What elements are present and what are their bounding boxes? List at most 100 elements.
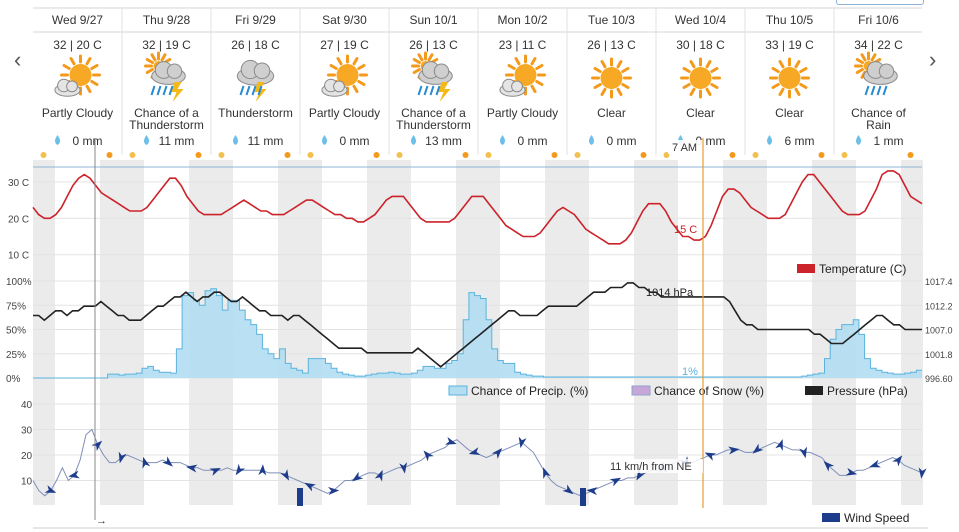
prev-arrow-button[interactable]: ‹ — [14, 47, 21, 72]
legend-snow-swatch — [631, 385, 651, 396]
night-band — [656, 160, 678, 505]
wind-direction-arrow — [752, 443, 764, 454]
forecast-day-4[interactable]: Sat 9/30 27 | 19 C Partly Cloudy 0 mm — [299, 8, 380, 158]
sun-ray — [860, 53, 867, 62]
moon-marker-icon — [195, 152, 202, 158]
wind-direction-arrow — [823, 460, 835, 472]
lightning-bolt — [438, 82, 451, 102]
chevron-right-icon[interactable]: › — [929, 47, 936, 72]
sun-rain-icon — [854, 51, 898, 96]
sun-ray — [616, 60, 623, 69]
raindrop-icon — [411, 135, 416, 145]
day-temp-range: 34 | 22 C — [854, 38, 903, 52]
sun-ray — [600, 60, 607, 69]
cloud-shape — [333, 80, 345, 93]
rain-drop — [435, 85, 441, 96]
chevron-left-icon[interactable]: ‹ — [14, 47, 21, 72]
wind-direction-arrow — [609, 477, 622, 487]
day-date-label: Sun 10/1 — [409, 13, 457, 27]
day-temp-range: 33 | 19 C — [765, 38, 814, 52]
moon-marker-icon — [373, 152, 380, 158]
night-band — [723, 160, 745, 505]
day-condition-text: Clear — [775, 106, 804, 120]
forecast-day-6[interactable]: Mon 10/2 23 | 11 C Partly Cloudy 0 mm — [477, 8, 558, 158]
day-temp-range: 26 | 13 C — [409, 38, 458, 52]
cloud-shape — [433, 63, 450, 79]
sun-ray — [357, 64, 366, 70]
forecast-day-1[interactable]: Wed 9/27 32 | 20 C Partly Cloudy 0 mm — [40, 13, 114, 158]
sun-ray — [62, 64, 71, 70]
day-precip-amount: 0 mm — [73, 134, 103, 148]
forecast-day-2[interactable]: Thu 9/28 32 | 19 C Chance of aThunderstorm… — [121, 8, 204, 158]
night-band — [745, 160, 767, 505]
forecast-day-5[interactable]: Sun 10/1 26 | 13 C Chance of aThunderstorm… — [388, 8, 471, 158]
sun-ray — [593, 67, 602, 73]
day-condition-text: Partly Cloudy — [487, 106, 558, 120]
temp-y-tick: 20 C — [8, 214, 29, 225]
sun-ray — [799, 67, 808, 73]
night-band — [389, 160, 411, 505]
wind-direction-arrow — [280, 469, 290, 481]
night-band — [300, 160, 322, 505]
sun-icon — [680, 57, 721, 99]
wind-direction-arrow — [728, 446, 740, 455]
precip-y-tick: 50% — [6, 326, 26, 337]
precip-pressure-chart: 100% 1017.4 75% 1012.2 50% 1007.0 25% 1001.8 0% 9… — [6, 277, 953, 385]
rain-drop — [870, 85, 876, 96]
wind-direction-arrow — [799, 446, 808, 459]
precip-y-tick: 75% — [6, 301, 26, 312]
wind-direction-arrow — [162, 456, 173, 467]
day-temp-range: 26 | 18 C — [231, 38, 280, 52]
day-precip-amount: 11 mm — [159, 134, 195, 148]
wind-direction-arrow — [44, 485, 57, 493]
forecast-day-9[interactable]: Thu 10/5 33 | 19 C Clear 6 mm — [744, 8, 825, 158]
hover-pressure-label: 1014 hPa — [646, 287, 694, 299]
night-band — [901, 160, 923, 505]
raindrop-icon — [322, 135, 327, 145]
sun-ray — [145, 68, 154, 74]
wind-direction-arrow — [468, 447, 481, 456]
pressure-y-tick: 996.60 — [925, 374, 953, 384]
legend-precip-swatch — [448, 385, 468, 396]
sun-ray — [600, 87, 607, 96]
pressure-y-tick: 1012.2 — [925, 301, 953, 311]
wind-gust-bar — [580, 488, 586, 506]
day-date-label: Wed 9/27 — [52, 13, 103, 27]
rain-drop — [156, 85, 162, 96]
legend-precip-label: Chance of Precip. (%) — [471, 384, 588, 398]
night-band — [812, 160, 834, 505]
sun-cloud-icon — [499, 54, 546, 97]
sun-disc — [689, 67, 712, 89]
rain-drop — [150, 85, 156, 96]
day-condition-text: Thunderstorm — [129, 118, 204, 132]
raindrop-icon — [233, 135, 238, 145]
wind-direction-arrow — [918, 467, 927, 479]
day-temp-range: 32 | 19 C — [142, 38, 191, 52]
wind-direction-arrow — [374, 469, 383, 482]
cloud-shape — [511, 80, 523, 93]
sun-ray — [535, 80, 544, 86]
legend-temperature-label: Temperature (C) — [819, 262, 906, 276]
legend-wind: Wind Speed — [822, 511, 909, 525]
wind-direction-arrow — [351, 471, 364, 482]
temp-y-tick: 10 C — [8, 251, 29, 262]
rain-drop — [245, 85, 251, 96]
sun-ray — [593, 83, 602, 89]
precip-y-tick: 0% — [6, 374, 21, 385]
sun-ray — [145, 58, 154, 64]
next-arrow-button[interactable]: › — [929, 47, 936, 72]
sun-ray — [621, 67, 630, 73]
forecast-day-7[interactable]: Tue 10/3 26 | 13 C Clear 0 mm — [566, 8, 647, 158]
sun-ray — [682, 83, 691, 89]
raindrop-icon — [500, 135, 505, 145]
wind-direction-arrow — [704, 452, 717, 461]
sun-ray — [855, 68, 864, 74]
sun-ray — [616, 87, 623, 96]
sun-ray — [799, 83, 808, 89]
forecast-day-3[interactable]: Fri 9/29 26 | 18 C Thunderstorm 11 mm — [210, 8, 293, 158]
sun-ray — [352, 57, 359, 66]
sun-ray — [417, 53, 424, 62]
night-band — [278, 160, 300, 505]
